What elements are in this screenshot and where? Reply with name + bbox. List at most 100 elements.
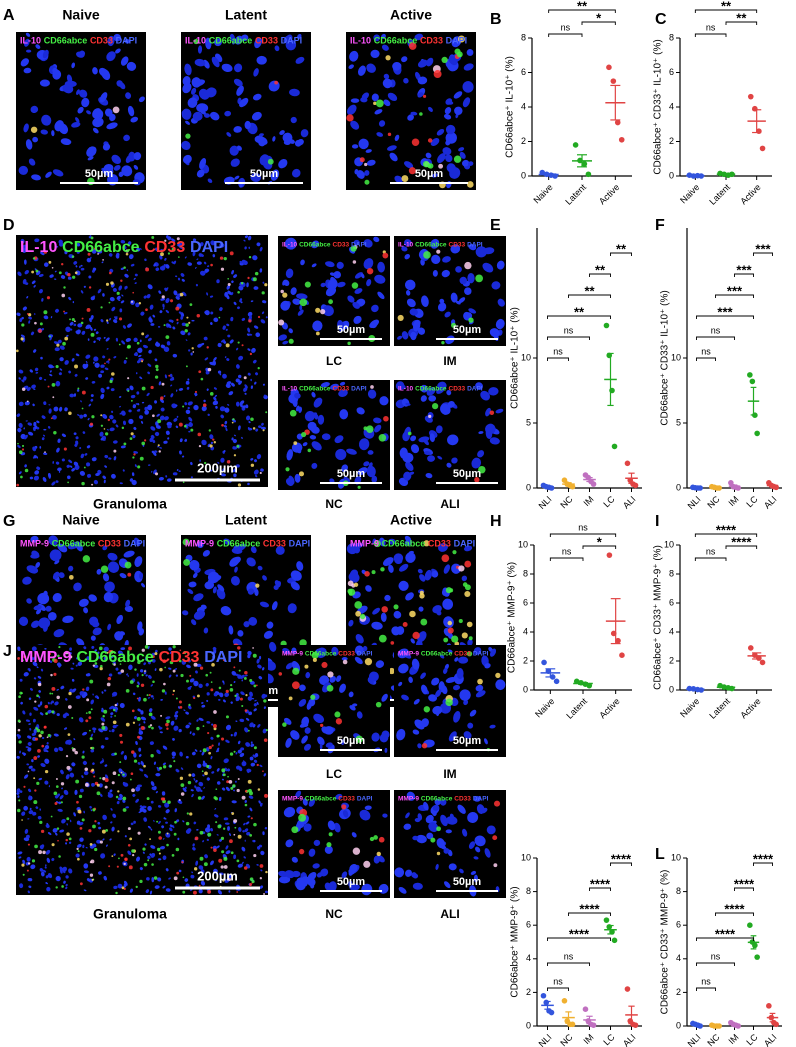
stain-speck xyxy=(264,794,268,798)
stain-name: DAPI xyxy=(190,239,228,256)
x-tick-label: Active xyxy=(738,696,762,720)
stain-speck xyxy=(467,622,473,628)
stain-speck xyxy=(353,848,360,855)
nucleus xyxy=(83,863,88,868)
stain-speck xyxy=(215,797,218,800)
stain-speck xyxy=(125,858,127,860)
stain-speck xyxy=(253,685,256,688)
stain-speck xyxy=(141,684,144,687)
stain-speck xyxy=(66,832,70,836)
stain-speck xyxy=(221,837,224,840)
stain-speck xyxy=(17,809,20,812)
stain-speck xyxy=(125,562,132,569)
stain-speck xyxy=(240,698,243,701)
stain-speck xyxy=(144,439,146,441)
error-bar xyxy=(721,687,730,688)
stain-speck xyxy=(186,822,190,826)
stain-speck xyxy=(198,796,202,800)
stain-speck xyxy=(156,821,158,823)
stain-speck xyxy=(176,872,179,875)
stain-name: CD33 xyxy=(449,385,466,392)
stain-speck xyxy=(182,406,184,408)
stain-speck xyxy=(164,324,166,326)
stain-speck xyxy=(109,302,111,304)
stain-speck xyxy=(237,291,240,294)
stain-speck xyxy=(109,272,112,275)
scale-label: 200µm xyxy=(197,460,238,475)
stain-speck xyxy=(97,784,100,787)
stain-name: CD33 xyxy=(428,539,451,549)
data-point xyxy=(554,679,560,685)
stain-speck xyxy=(204,862,208,866)
scale-label: 50µm xyxy=(337,876,366,888)
stain-speck xyxy=(157,419,161,423)
stain-speck xyxy=(320,309,325,314)
stain-speck xyxy=(212,745,214,747)
stain-speck xyxy=(40,731,44,735)
stain-speck xyxy=(190,303,193,306)
stain-speck xyxy=(299,471,304,476)
stain-speck xyxy=(334,711,340,717)
stain-speck xyxy=(42,851,45,854)
stain-speck xyxy=(290,410,297,417)
stain-speck xyxy=(121,669,125,673)
image-caption: ALI xyxy=(440,497,459,511)
stain-speck xyxy=(69,837,72,840)
micrograph: MMP-9CD66abceCD33DAPI50µm xyxy=(394,645,506,757)
stain-legend: MMP-9CD66abceCD33DAPI xyxy=(282,650,373,657)
scale-label: 50µm xyxy=(85,168,114,180)
stain-speck xyxy=(223,773,226,776)
stain-speck xyxy=(372,570,376,574)
stain-speck xyxy=(408,432,412,436)
stain-speck xyxy=(166,727,168,729)
stain-speck xyxy=(420,619,427,626)
stain-speck xyxy=(358,486,361,489)
significance-label: **** xyxy=(579,901,600,916)
stain-speck xyxy=(82,408,84,410)
x-tick-label: NLI xyxy=(537,494,554,511)
stain-speck xyxy=(118,774,120,776)
stain-speck xyxy=(195,391,197,393)
stain-speck xyxy=(308,449,312,453)
stain-speck xyxy=(212,438,214,440)
stain-speck xyxy=(45,705,49,709)
stain-speck xyxy=(228,283,231,286)
stain-speck xyxy=(341,804,346,809)
y-tick-label: 8 xyxy=(523,568,528,578)
micrograph: IL-10CD66abceCD33DAPI50µm xyxy=(394,380,506,490)
significance-label: **** xyxy=(569,926,590,941)
stain-speck xyxy=(56,696,59,699)
stain-speck xyxy=(423,251,431,259)
stain-speck xyxy=(53,431,56,434)
stain-speck xyxy=(239,670,241,672)
stain-legend: IL-10CD66abceCD33DAPI xyxy=(20,36,137,46)
panel-title: Active xyxy=(390,512,432,528)
significance-bracket xyxy=(697,358,716,361)
stain-speck xyxy=(192,351,194,353)
error-bar xyxy=(713,487,719,488)
stain-speck xyxy=(18,720,21,723)
stain-speck xyxy=(22,445,24,447)
stain-speck xyxy=(78,810,82,814)
stain-name: DAPI xyxy=(357,650,373,657)
stain-speck xyxy=(250,353,252,355)
stain-speck xyxy=(139,880,142,883)
stain-speck xyxy=(163,765,166,768)
stain-speck xyxy=(443,638,448,643)
stain-name: IL-10 xyxy=(398,385,414,392)
stain-name: MMP-9 xyxy=(20,539,49,549)
stain-speck xyxy=(169,765,172,768)
stain-speck xyxy=(242,344,244,346)
stain-speck xyxy=(155,365,158,368)
stain-speck xyxy=(215,788,217,790)
stain-speck xyxy=(219,687,222,690)
significance-label: *** xyxy=(727,283,743,298)
x-tick-label: Latent xyxy=(707,182,732,207)
stain-speck xyxy=(233,819,237,823)
stain-speck xyxy=(183,559,190,566)
stain-speck xyxy=(90,737,93,740)
stain-speck xyxy=(251,817,253,819)
stain-speck xyxy=(234,751,236,753)
stain-speck xyxy=(315,308,320,313)
